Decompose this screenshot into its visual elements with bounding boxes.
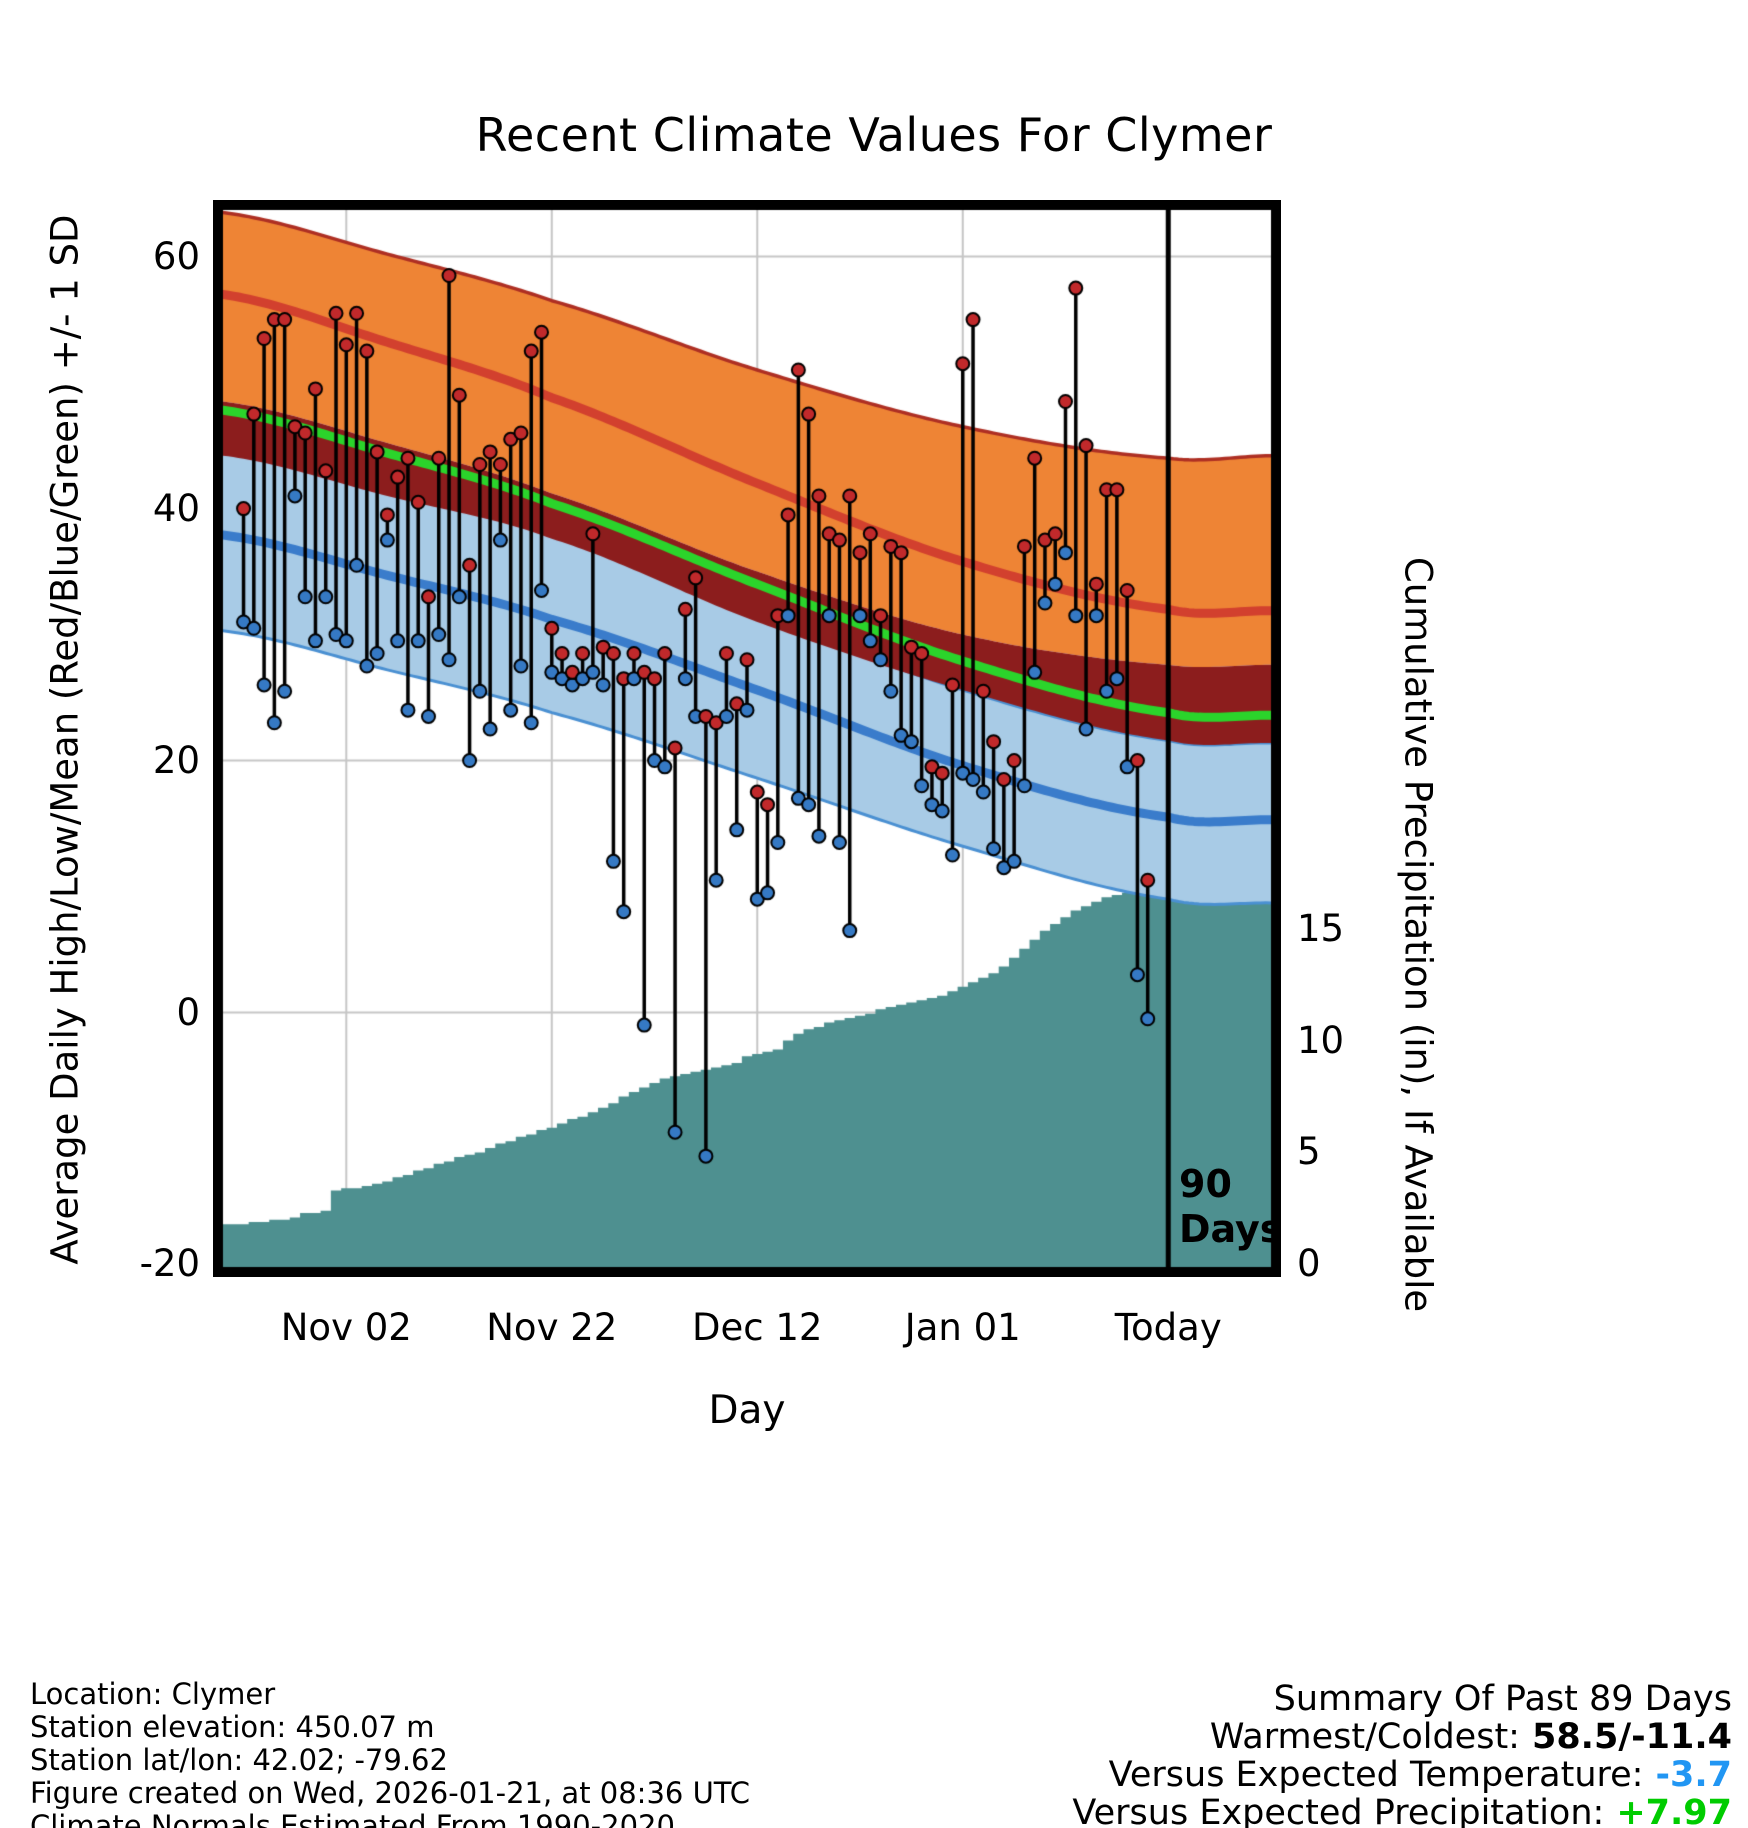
station-location: Location: Clymer	[30, 1677, 276, 1711]
figure-created-timestamp: Figure created on Wed, 2026-01-21, at 08…	[30, 1776, 751, 1810]
x-axis-tick-label: Jan 01	[904, 1306, 1021, 1349]
station-info-block: Location: Clymer Station elevation: 450.…	[30, 1678, 750, 1828]
station-latlon: Station lat/lon: 42.02; -79.62	[30, 1743, 448, 1777]
summary-block: Summary Of Past 89 Days Warmest/Coldest:…	[1072, 1680, 1732, 1828]
temp-axis-tick-label: 20	[152, 738, 200, 782]
climate-chart-canvas	[213, 200, 1281, 1277]
x-axis-tick-label: Today	[1114, 1306, 1222, 1349]
precip-axis-tick-label: 0	[1297, 1242, 1321, 1286]
summary-vs-precip: Versus Expected Precipitation: +7.97	[1072, 1794, 1732, 1828]
chart-title: Recent Climate Values For Clymer	[475, 108, 1273, 162]
temp-axis-tick-label: 0	[176, 990, 200, 1034]
x-axis-tick-label: Dec 12	[692, 1306, 823, 1349]
temp-axis-tick-label: -20	[139, 1242, 200, 1286]
precip-axis-tick-label: 15	[1297, 906, 1345, 950]
station-elevation: Station elevation: 450.07 m	[30, 1710, 435, 1744]
ninety-days-line2: Days	[1179, 1207, 1283, 1251]
precip-axis-tick-label: 10	[1297, 1018, 1345, 1062]
precip-axis-tick-label: 5	[1297, 1130, 1321, 1174]
warmest-coldest-value: 58.5/-11.4	[1531, 1717, 1732, 1757]
climate-normals-note: Climate Normals Estimated From 1990-2020	[30, 1809, 675, 1828]
vs-temp-label: Versus Expected Temperature:	[1108, 1755, 1644, 1795]
ninety-days-line1: 90	[1179, 1162, 1232, 1206]
x-axis-tick-label: Nov 22	[486, 1306, 618, 1349]
vs-temp-value: -3.7	[1655, 1755, 1732, 1795]
warmest-coldest-label: Warmest/Coldest:	[1209, 1717, 1520, 1757]
ninety-days-label: 90 Days	[1179, 1162, 1282, 1252]
vs-precip-label: Versus Expected Precipitation:	[1072, 1793, 1605, 1828]
temp-axis-label: Average Daily High/Low/Mean (Red/Blue/Gr…	[43, 214, 87, 1265]
x-axis-tick-label: Nov 02	[280, 1306, 412, 1349]
vs-precip-value: +7.97	[1616, 1793, 1732, 1828]
x-axis-label: Day	[708, 1388, 786, 1433]
summary-vs-temp: Versus Expected Temperature: -3.7	[1072, 1756, 1732, 1794]
temp-axis-tick-label: 40	[152, 486, 200, 530]
summary-heading: Summary Of Past 89 Days	[1273, 1679, 1732, 1719]
temp-axis-tick-label: 60	[152, 234, 200, 278]
summary-warmest-coldest: Warmest/Coldest: 58.5/-11.4	[1072, 1718, 1732, 1756]
